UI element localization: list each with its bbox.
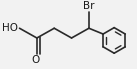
Text: HO: HO (2, 23, 18, 33)
Text: O: O (31, 55, 39, 65)
Text: Br: Br (83, 1, 95, 11)
